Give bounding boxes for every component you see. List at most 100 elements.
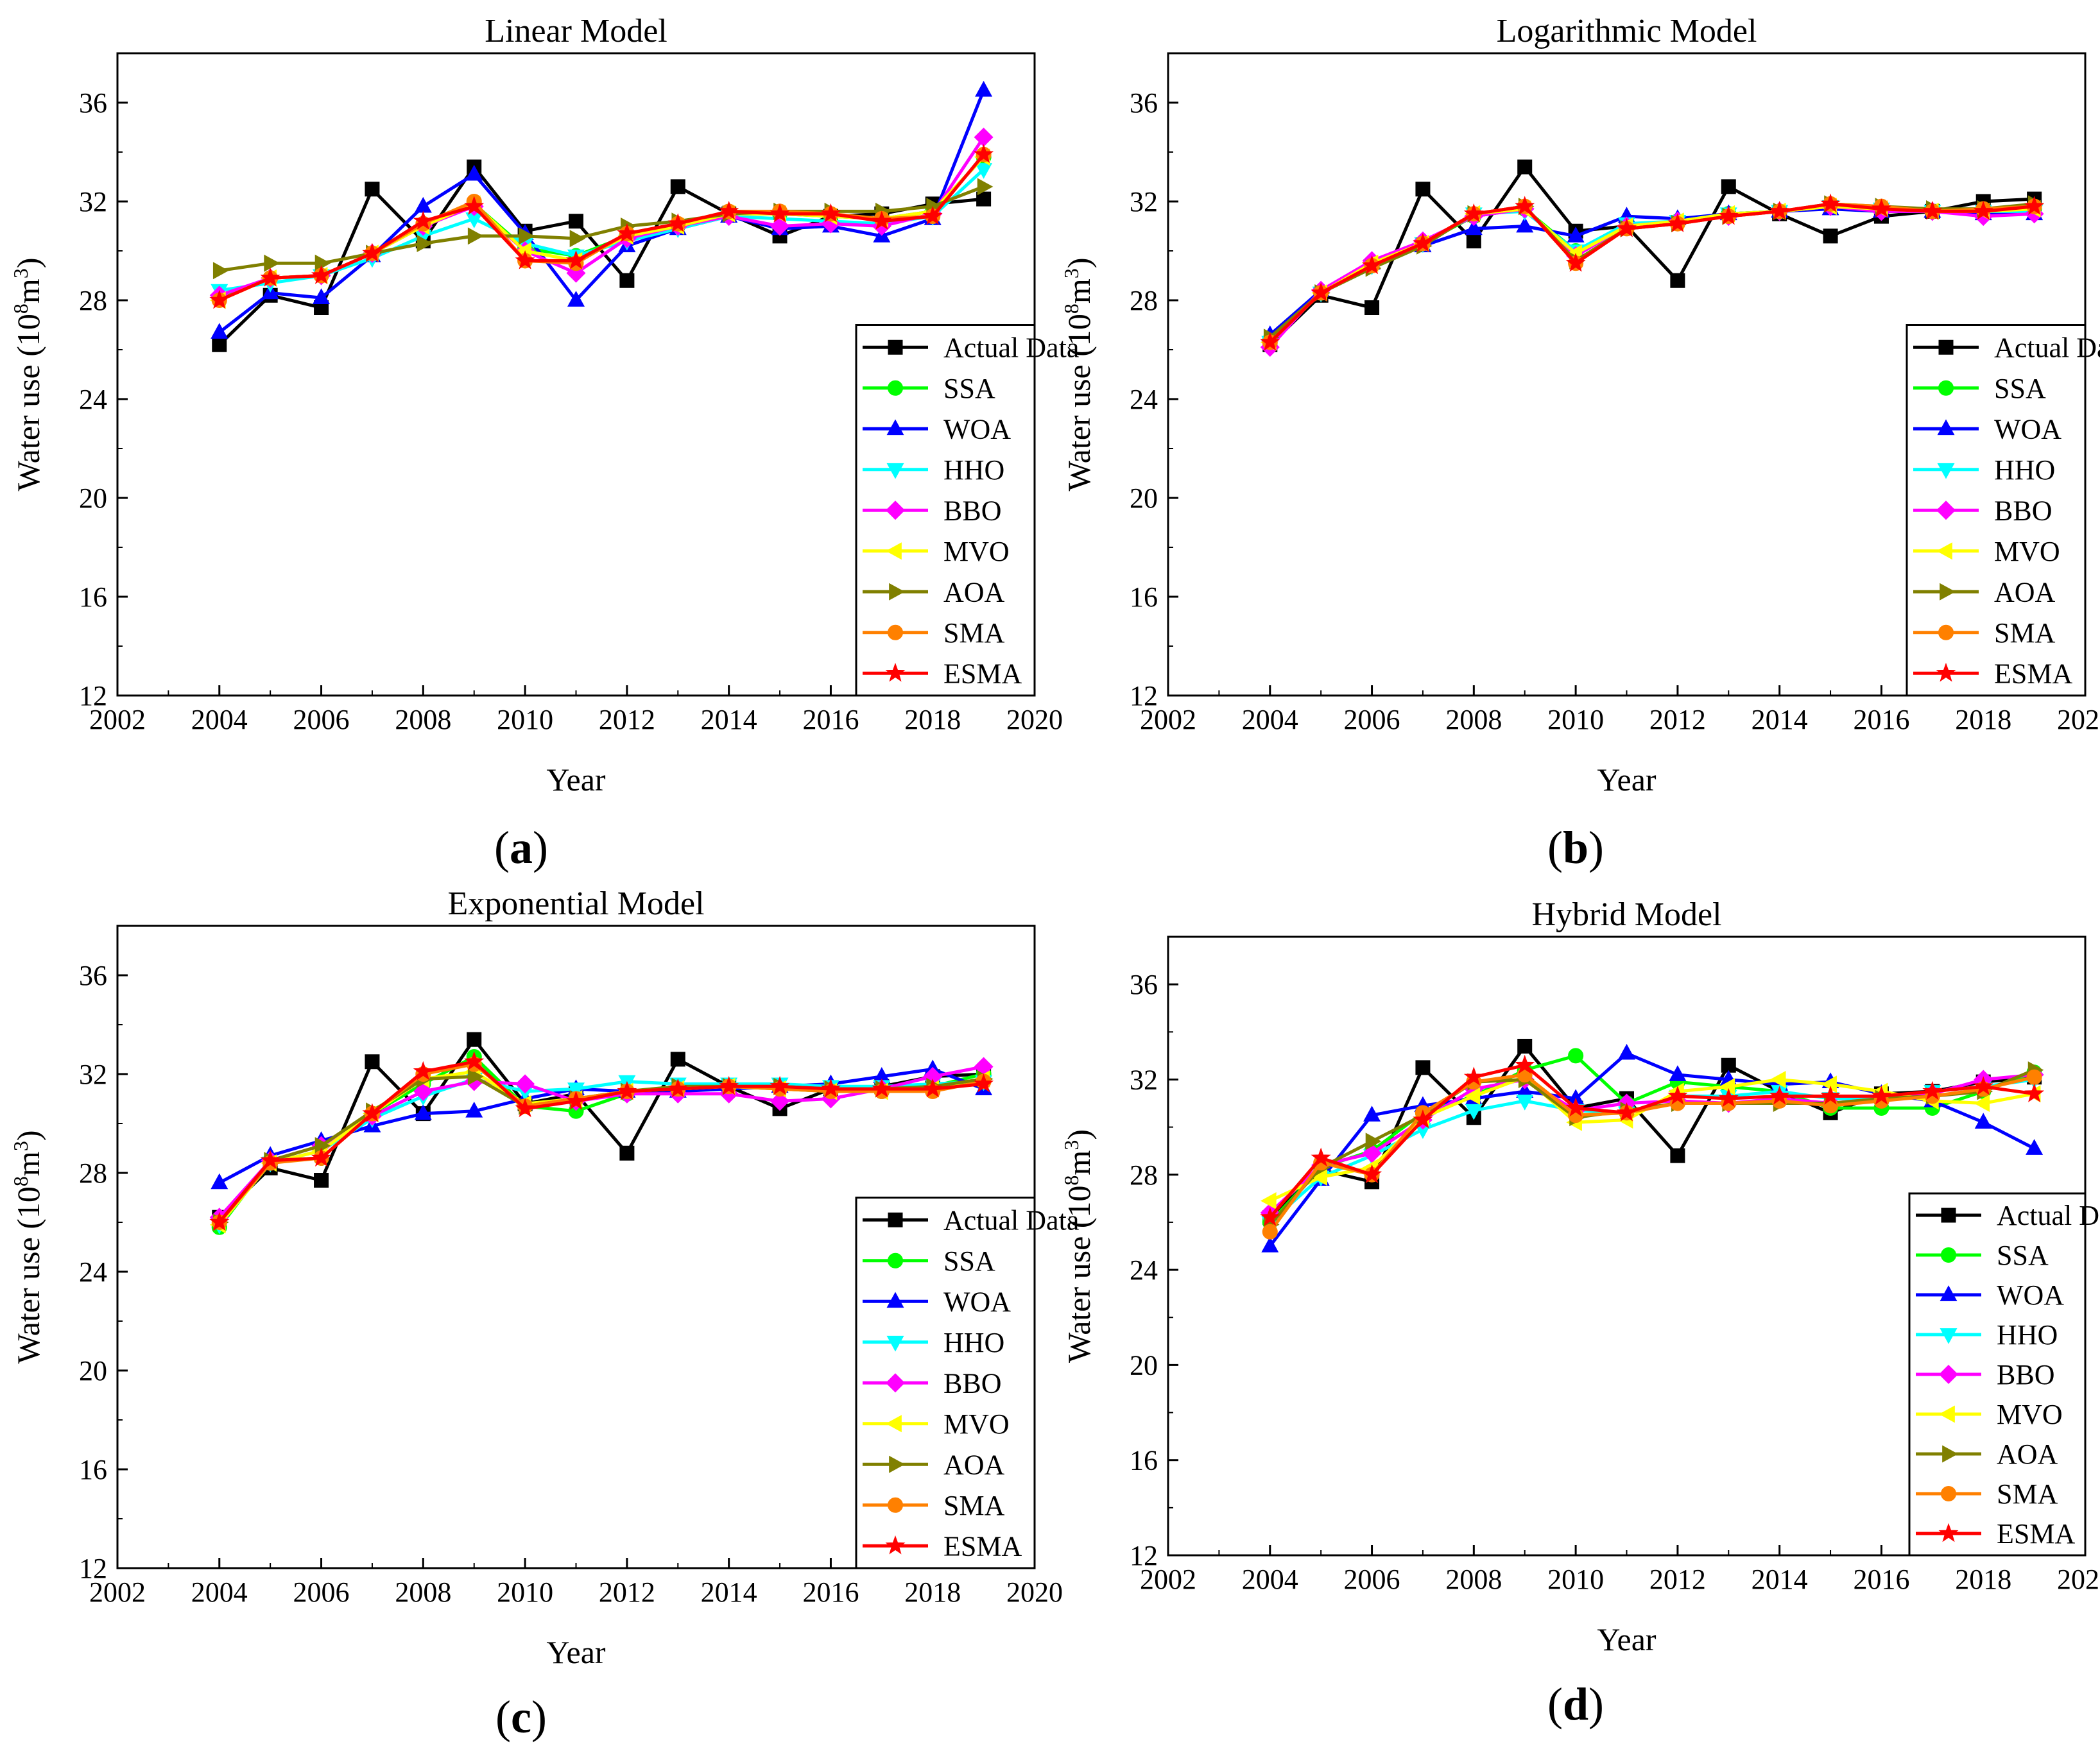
panel-1-point-aoa bbox=[264, 254, 280, 272]
panel-3-legend-marker-sma bbox=[887, 1497, 904, 1513]
panel-2-point-actual-data bbox=[1415, 182, 1431, 197]
panel-2-label-part: ( bbox=[1547, 822, 1563, 873]
panel-4-legend-marker-hho bbox=[1940, 1328, 1958, 1344]
panel-4-point-hho bbox=[1465, 1104, 1483, 1120]
panel-1-point-esma bbox=[719, 201, 739, 220]
panel-2-legend-label-actual-data: Actual Data bbox=[1994, 332, 2100, 363]
panel-2-ytick-label: 16 bbox=[1130, 581, 1158, 613]
panel-1-point-woa bbox=[211, 323, 228, 339]
panel-1-point-actual-data bbox=[619, 273, 635, 288]
panel-1-legend-label-actual-data: Actual Data bbox=[943, 332, 1079, 363]
panel-1-ytick-label: 12 bbox=[79, 680, 107, 712]
panel-3-xtick-label: 2010 bbox=[497, 1576, 553, 1608]
panel-4-label-part: ) bbox=[1588, 1678, 1604, 1730]
panel-4-point-esma bbox=[1515, 1054, 1535, 1074]
panel-3-point-esma bbox=[922, 1078, 943, 1098]
panel-4-xtick-label: 2016 bbox=[1853, 1564, 1909, 1595]
panel-3-label-part: ) bbox=[531, 1691, 547, 1743]
panel-2-ylabel-part: ) bbox=[1061, 258, 1097, 269]
panel-1-legend-marker-mvo bbox=[886, 542, 902, 560]
panel-4-ylabel-part: 8 bbox=[1060, 1175, 1083, 1186]
panel-4-legend-marker-esma bbox=[1938, 1523, 1959, 1542]
panel-1-point-aoa bbox=[212, 262, 229, 280]
panel-2-point-woa bbox=[1516, 216, 1534, 233]
panel-2-point-esma bbox=[1616, 218, 1637, 237]
panel-1-legend-marker-hho bbox=[886, 463, 904, 479]
panel-2-ytick-label: 28 bbox=[1130, 285, 1158, 316]
panel-1-xtick-label: 2004 bbox=[191, 704, 248, 735]
panel-4-ylabel-part: ) bbox=[1061, 1129, 1097, 1140]
panel-1-point-esma bbox=[413, 210, 433, 230]
panel-1-legend-marker-woa bbox=[886, 419, 904, 436]
panel-3-xtick-label: 2014 bbox=[701, 1576, 757, 1608]
panel-3-label-part: ( bbox=[495, 1691, 511, 1743]
panel-3-point-esma bbox=[413, 1061, 433, 1080]
panel-4-point-ssa bbox=[1568, 1048, 1584, 1064]
panel-2-legend-label-sma: SMA bbox=[1994, 617, 2056, 649]
panel-3-legend-label-actual-data: Actual Data bbox=[943, 1204, 1079, 1236]
panel-2-series-esma bbox=[1260, 193, 2045, 351]
panel-3-ytick-label: 36 bbox=[79, 960, 107, 991]
panel-2-point-actual-data bbox=[1670, 273, 1685, 288]
panel-2-xtick-label: 2010 bbox=[1547, 704, 1604, 735]
panel-1-xtick-label: 2008 bbox=[395, 704, 451, 735]
panel-4-xtick-label: 2008 bbox=[1445, 1564, 1502, 1595]
panel-3-point-hho bbox=[567, 1082, 585, 1098]
panel-1-ytick-label: 32 bbox=[79, 186, 107, 218]
panel-4-line-actual-data bbox=[1269, 1045, 2035, 1219]
panel-1-point-bbo bbox=[974, 127, 994, 147]
panel-2-legend-label-ssa: SSA bbox=[1994, 373, 2046, 404]
panel-4-point-woa bbox=[1618, 1043, 1635, 1060]
panel-1-legend-label-bbo: BBO bbox=[943, 495, 1001, 526]
panel-1-point-esma bbox=[209, 289, 230, 309]
panel-4-point-esma bbox=[1413, 1109, 1433, 1129]
panel-4-point-actual-data bbox=[1670, 1148, 1685, 1163]
panel-2-point-esma bbox=[1922, 201, 1943, 220]
panel-1-series-esma bbox=[209, 144, 994, 309]
panel-1-ylabel-part: m bbox=[10, 278, 46, 303]
panel-4-point-actual-data bbox=[1721, 1057, 1736, 1073]
panel-2-ylabel-part: 8 bbox=[1060, 303, 1083, 314]
panel-1-line-esma bbox=[218, 153, 985, 302]
panel-2-point-woa bbox=[1465, 219, 1483, 235]
panel-1-point-woa bbox=[567, 291, 585, 307]
panel-1-point-esma bbox=[667, 213, 688, 232]
panel-4-legend-label-woa: WOA bbox=[1997, 1279, 2064, 1311]
panel-3-xtick-label: 2012 bbox=[599, 1576, 655, 1608]
panel-2-point-woa bbox=[1567, 226, 1585, 243]
panel-1-label-part: a bbox=[510, 822, 533, 873]
panel-1-label: (a) bbox=[494, 822, 548, 873]
panel-2-legend-label-woa: WOA bbox=[1994, 413, 2061, 445]
panel-1-point-actual-data bbox=[670, 179, 685, 194]
panel-4-point-esma bbox=[1922, 1080, 1943, 1100]
panel-3-legend-label-aoa: AOA bbox=[943, 1449, 1005, 1480]
panel-4-label-part: ( bbox=[1547, 1678, 1563, 1730]
panel-3-point-bbo bbox=[413, 1081, 433, 1101]
panel-1-point-actual-data bbox=[976, 191, 992, 207]
panel-3-point-woa bbox=[211, 1173, 228, 1190]
panel-3-xtick-label: 2006 bbox=[293, 1576, 350, 1608]
panel-2-point-esma bbox=[1260, 332, 1280, 351]
panel-1-ylabel-part: 8 bbox=[9, 303, 32, 314]
panel-1-point-esma bbox=[872, 210, 892, 230]
panel-3-point-aoa bbox=[314, 1137, 331, 1155]
panel-4-ytick-label: 24 bbox=[1130, 1254, 1158, 1286]
panel-1-xtick-label: 2018 bbox=[904, 704, 961, 735]
panel-1-point-woa bbox=[414, 196, 432, 213]
panel-3-legend-label-sma: SMA bbox=[943, 1490, 1005, 1521]
panel-4-ylabel-part: 3 bbox=[1060, 1140, 1083, 1150]
panel-1-ylabel: Water use (108m3) bbox=[9, 258, 46, 491]
panel-3-legend-label-ssa: SSA bbox=[943, 1245, 995, 1277]
panel-4-legend-label-actual-data: Actual Data bbox=[1997, 1200, 2100, 1231]
panel-4-ytick-label: 36 bbox=[1130, 969, 1158, 1000]
panel-2-ylabel-part: m bbox=[1061, 278, 1097, 303]
panel-1-legend-label-hho: HHO bbox=[943, 454, 1004, 486]
panel-1-point-aoa bbox=[977, 178, 994, 196]
panel-3-legend-label-woa: WOA bbox=[943, 1286, 1011, 1317]
panel-4-legend-marker-bbo bbox=[1938, 1364, 1959, 1385]
panel-3-ytick-label: 28 bbox=[79, 1157, 107, 1189]
panel-1-point-actual-data bbox=[365, 182, 380, 197]
panel-3-xlabel: Year bbox=[546, 1634, 605, 1670]
